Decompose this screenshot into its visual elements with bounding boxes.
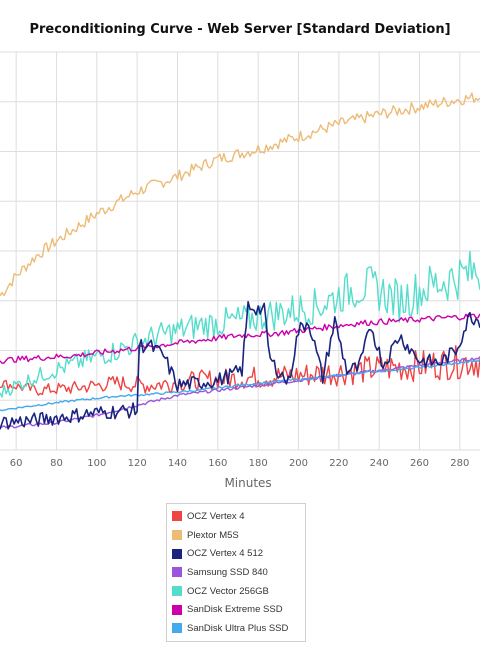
series-line-sandisk-extreme-ssd <box>0 313 480 364</box>
legend-item[interactable]: OCZ Vertex 4 512 <box>172 544 300 563</box>
legend-swatch <box>172 567 182 578</box>
legend-label: SanDisk Extreme SSD <box>187 604 283 616</box>
legend-item[interactable]: Samsung SSD 840 <box>172 563 300 582</box>
x-tick-label: 140 <box>168 458 187 469</box>
x-tick-label: 260 <box>410 458 429 469</box>
legend-label: OCZ Vertex 4 <box>187 510 245 522</box>
legend-label: OCZ Vertex 4 512 <box>187 548 264 560</box>
legend-swatch <box>172 586 182 597</box>
series-line-ocz-vertex-4-512 <box>0 301 480 430</box>
chart-legend: OCZ Vertex 4 Plextor M5S OCZ Vertex 4 512 S… <box>166 503 306 642</box>
legend-item[interactable]: OCZ Vertex 4 <box>172 507 300 526</box>
legend-label: Samsung SSD 840 <box>187 566 268 578</box>
legend-label: OCZ Vector 256GB <box>187 585 269 597</box>
legend-swatch <box>172 548 182 559</box>
x-tick-label: 120 <box>128 458 147 469</box>
x-tick-label: 180 <box>249 458 268 469</box>
x-tick-label: 160 <box>208 458 227 469</box>
legend-swatch <box>172 511 182 522</box>
x-tick-label: 60 <box>10 458 23 469</box>
legend-swatch <box>172 604 182 615</box>
chart-title: Preconditioning Curve - Web Server [Stan… <box>29 22 451 37</box>
series-line-plextor-m5s <box>0 92 480 297</box>
legend-item[interactable]: Plextor M5S <box>172 526 300 545</box>
legend-item[interactable]: OCZ Vector 256GB <box>172 582 300 601</box>
legend-swatch <box>172 623 182 634</box>
legend-item[interactable]: SanDisk Ultra Plus SSD <box>172 619 300 638</box>
x-tick-label: 200 <box>289 458 308 469</box>
x-tick-label: 240 <box>370 458 389 469</box>
legend-label: Plextor M5S <box>187 529 239 541</box>
x-tick-label: 220 <box>329 458 348 469</box>
chart-plot: 60 80 100 120 140 160 180 200 220 240 260 280 Minute… <box>0 51 480 490</box>
legend-item[interactable]: SanDisk Extreme SSD <box>172 600 300 619</box>
legend-swatch <box>172 530 182 541</box>
series-line-ocz-vector-256gb <box>0 250 480 398</box>
x-tick-label: 100 <box>87 458 106 469</box>
x-axis-title: Minutes <box>224 476 271 490</box>
series-line-sandisk-ultra-plus-ssd <box>0 359 480 412</box>
legend-label: SanDisk Ultra Plus SSD <box>187 622 289 634</box>
x-tick-label: 80 <box>50 458 63 469</box>
x-tick-label: 280 <box>450 458 469 469</box>
